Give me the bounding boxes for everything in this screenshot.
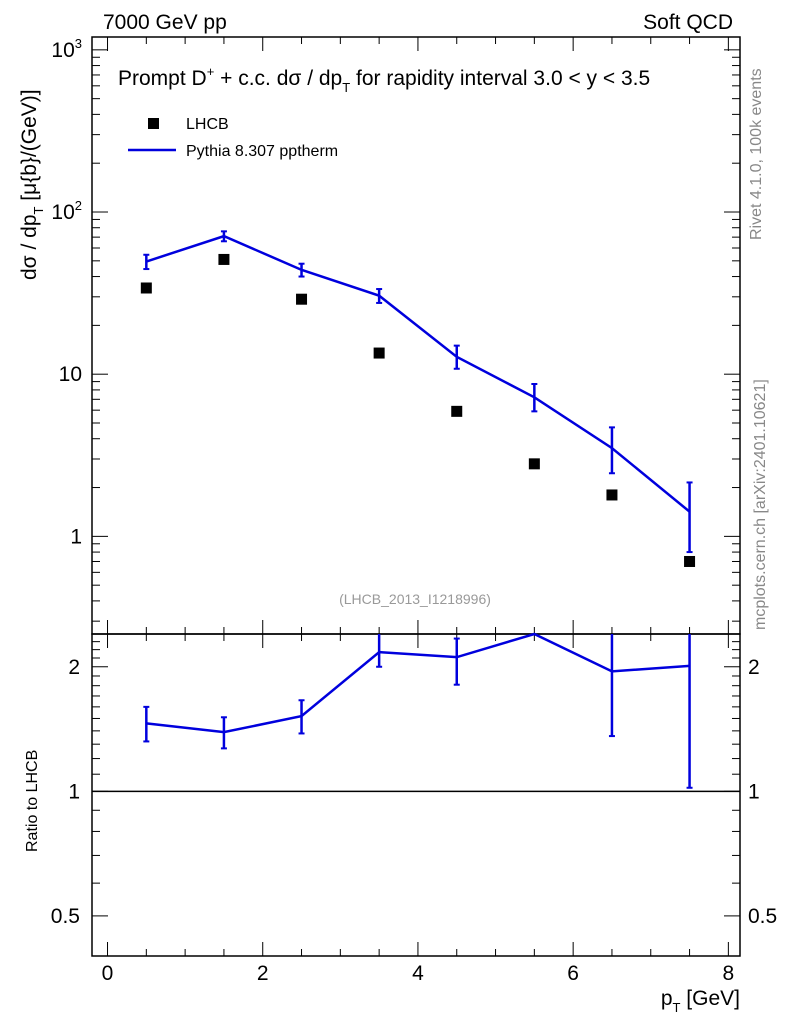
y-axis-label-tail: [μ{b}/(GeV)] bbox=[18, 89, 41, 206]
legend-data-marker bbox=[148, 118, 159, 129]
header-right: Soft QCD bbox=[643, 11, 733, 34]
ratio-series-line bbox=[146, 632, 690, 734]
y-tick-label-base: 10 bbox=[51, 201, 74, 224]
x-tick-label: 6 bbox=[567, 962, 579, 985]
ratio-y-tick-label-right: 0.5 bbox=[748, 905, 777, 928]
title-sub: T bbox=[342, 80, 350, 95]
legend-mc-label: Pythia 8.307 pptherm bbox=[186, 143, 338, 160]
y-axis-label: dσ / dpT [μ{b}/(GeV)] bbox=[18, 89, 46, 280]
x-tick-label: 4 bbox=[412, 962, 424, 985]
x-axis-label-tail: [GeV] bbox=[680, 987, 740, 1010]
lhcb-data-point bbox=[218, 253, 230, 265]
x-tick-label: 0 bbox=[102, 962, 114, 985]
y-axis-label-sub: T bbox=[31, 206, 46, 214]
mc-series-line bbox=[145, 234, 691, 513]
ratio-y-tick-label-right: 1 bbox=[748, 780, 760, 803]
ratio-y-tick-label: 2 bbox=[68, 656, 80, 679]
rivet-label: Rivet 4.1.0, 100k events bbox=[748, 68, 765, 240]
legend-data-label: LHCB bbox=[186, 116, 229, 133]
ratio-frame bbox=[91, 633, 741, 957]
title-rest: + c.c. dσ / dp bbox=[214, 67, 342, 90]
lhcb-data-point bbox=[140, 282, 152, 294]
y-tick-label-exp: 3 bbox=[75, 36, 82, 51]
lhcb-data-point bbox=[606, 489, 618, 501]
x-tick-label: 8 bbox=[723, 962, 735, 985]
analysis-tag: (LHCB_2013_I1218996) bbox=[339, 591, 491, 607]
y-tick-label: 10 bbox=[59, 363, 82, 386]
ratio-y-tick-label: 1 bbox=[68, 780, 80, 803]
title-tail: for rapidity interval 3.0 < y < 3.5 bbox=[350, 67, 650, 90]
y-tick-label: 103 bbox=[51, 36, 82, 62]
title-sup: + bbox=[207, 64, 215, 79]
y-tick-label: 1 bbox=[70, 525, 82, 548]
ratio-y-tick-label: 0.5 bbox=[51, 905, 80, 928]
lhcb-data-point bbox=[528, 458, 540, 470]
ratio-y-tick-label-right: 2 bbox=[748, 656, 760, 679]
x-tick-label: 2 bbox=[257, 962, 269, 985]
y-tick-label-base: 10 bbox=[51, 39, 74, 62]
title-main: Prompt D bbox=[118, 67, 207, 90]
x-axis-label: pT [GeV] bbox=[661, 987, 740, 1015]
lhcb-data-point bbox=[373, 347, 385, 359]
plot-title: Prompt D+ + c.c. dσ / dpT for rapidity i… bbox=[118, 64, 650, 95]
mcplots-label: mcplots.cern.ch [arXiv:2401.10621] bbox=[752, 379, 769, 630]
x-axis-label-main: p bbox=[661, 987, 673, 1010]
lhcb-data-point bbox=[451, 405, 463, 417]
header-left: 7000 GeV pp bbox=[103, 11, 227, 34]
y-tick-label-exp: 2 bbox=[75, 198, 82, 213]
y-tick-label: 102 bbox=[51, 198, 82, 224]
y-axis-label-main: dσ / dp bbox=[18, 214, 41, 280]
ratio-y-axis-label: Ratio to LHCB bbox=[24, 750, 41, 852]
x-axis-label-sub: T bbox=[673, 1000, 681, 1015]
lhcb-data-point bbox=[684, 555, 696, 567]
lhcb-data-point bbox=[296, 293, 308, 305]
